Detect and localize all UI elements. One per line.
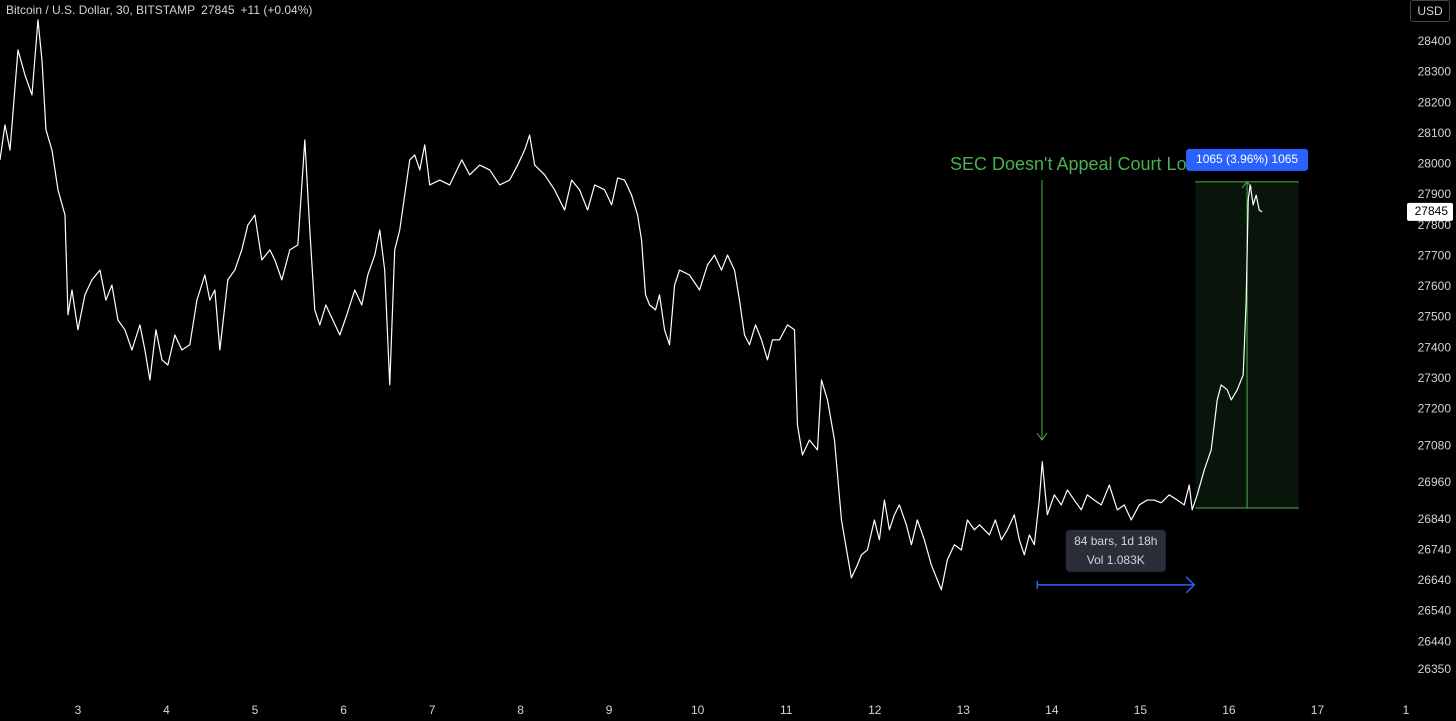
header-change: +11 (+0.04%): [240, 3, 313, 17]
x-tick-label: 3: [75, 703, 82, 717]
y-tick-label: 27200: [1418, 402, 1452, 416]
date-range-label: 84 bars, 1d 18h: [1074, 534, 1157, 548]
y-tick-label: 27500: [1418, 310, 1452, 324]
symbol: Bitcoin / U.S. Dollar, 30, BITSTAMP: [6, 3, 196, 17]
y-tick-label: 26440: [1418, 634, 1452, 648]
y-tick-label: 27900: [1418, 187, 1452, 201]
date-range-label: Vol 1.083K: [1087, 553, 1145, 567]
price-range-label-box: [1186, 148, 1309, 171]
header-price: 27845: [201, 3, 235, 17]
x-tick-label: 15: [1134, 703, 1148, 717]
y-tick-label: 28300: [1418, 65, 1452, 79]
x-tick-label: 10: [691, 703, 705, 717]
y-tick-label: 26640: [1418, 573, 1452, 587]
x-tick-label: 9: [606, 703, 613, 717]
y-tick-label: 28000: [1418, 157, 1452, 171]
annotation-text: SEC Doesn't Appeal Court Loss: [950, 154, 1205, 174]
arrow-head: [1036, 432, 1048, 441]
last-price-box: [1407, 202, 1453, 221]
x-tick-label: 17: [1311, 703, 1325, 717]
y-tick-label: 27600: [1418, 279, 1452, 293]
x-tick-label: 11: [780, 703, 793, 717]
x-tick-label: 5: [252, 703, 259, 717]
y-tick-label: 27700: [1418, 248, 1452, 262]
y-tick-label: 27080: [1418, 438, 1452, 452]
y-tick-label: 26350: [1418, 662, 1452, 676]
y-tick-label: 28400: [1418, 34, 1452, 48]
price-line: [0, 19, 1263, 591]
y-tick-label: 28200: [1418, 95, 1452, 109]
y-tick-label: 27400: [1418, 340, 1452, 354]
y-tick-label: 27800: [1418, 218, 1452, 232]
x-tick-label: 1: [1403, 703, 1410, 717]
date-range-arrowhead: [1185, 576, 1196, 594]
y-tick-label: 26540: [1418, 604, 1452, 618]
x-tick-label: 7: [429, 703, 436, 717]
date-range-tooltip: [1065, 529, 1166, 572]
x-tick-label: 13: [957, 703, 971, 717]
y-tick-label: 27300: [1418, 371, 1452, 385]
last-price-label: 27845: [1415, 204, 1449, 218]
header: Bitcoin / U.S. Dollar, 30, BITSTAMP 27845…: [6, 3, 318, 17]
y-tick-label: 26960: [1418, 475, 1452, 489]
x-tick-label: 14: [1045, 703, 1059, 717]
y-tick-label: 26840: [1418, 512, 1452, 526]
x-tick-label: 6: [340, 703, 347, 717]
x-tick-label: 16: [1222, 703, 1236, 717]
price-range-label: 1065 (3.96%) 1065: [1196, 152, 1298, 166]
y-tick-label: 28100: [1418, 126, 1452, 140]
annotation-arrow: [1036, 180, 1048, 441]
currency-button[interactable]: USD: [1410, 0, 1450, 22]
x-tick-label: 12: [868, 703, 882, 717]
x-tick-label: 8: [517, 703, 524, 717]
x-tick-label: 4: [163, 703, 170, 717]
y-tick-label: 26740: [1418, 542, 1452, 556]
